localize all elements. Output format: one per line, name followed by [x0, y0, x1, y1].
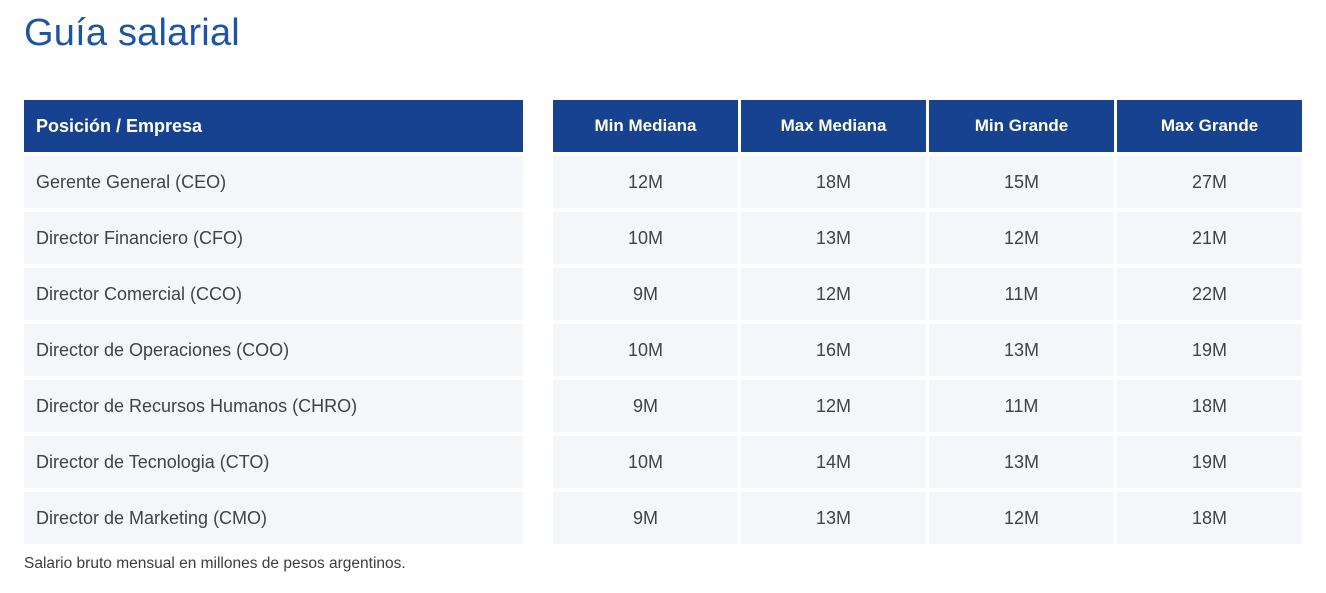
value-cell: 16M	[741, 324, 926, 376]
value-cell: 11M	[929, 380, 1114, 432]
position-label: Gerente General (CEO)	[36, 171, 227, 192]
column-gap	[523, 268, 553, 320]
header-cell-max-mediana: Max Mediana	[741, 100, 926, 152]
position-label: Director Financiero (CFO)	[36, 227, 244, 248]
value-cell: 15M	[929, 156, 1114, 208]
column-gap	[523, 212, 553, 264]
page-title: Guía salarial	[24, 12, 240, 54]
header-cell-min-grande: Min Grande	[929, 100, 1114, 152]
table-body: Gerente General (CEO) 12M 18M 15M 27M Direc…	[24, 156, 1302, 544]
salary-table: Posición / Empresa Min Mediana Max Media…	[24, 100, 1302, 544]
value-cell: 13M	[929, 324, 1114, 376]
table-header-row: Posición / Empresa Min Mediana Max Media…	[24, 100, 1302, 152]
position-label: Director de Marketing (CMO)	[36, 507, 268, 528]
value-cell-group: 9M 12M 11M 18M	[553, 380, 1302, 432]
value-cell: 12M	[929, 212, 1114, 264]
column-gap	[523, 156, 553, 208]
value-cell: 19M	[1117, 324, 1302, 376]
value-cell: 10M	[553, 212, 738, 264]
value-cell: 10M	[553, 436, 738, 488]
column-gap	[523, 492, 553, 544]
table-row: Director de Marketing (CMO) 9M 13M 12M 18M	[24, 492, 1302, 544]
value-cell: 12M	[553, 156, 738, 208]
position-cell: Director de Operaciones (COO)	[24, 324, 523, 376]
value-cell: 12M	[929, 492, 1114, 544]
position-cell: Director Financiero (CFO)	[24, 212, 523, 264]
value-cell: 19M	[1117, 436, 1302, 488]
position-cell: Director de Marketing (CMO)	[24, 492, 523, 544]
value-cell: 18M	[1117, 492, 1302, 544]
table-row: Director de Operaciones (COO) 10M 16M 13M 1…	[24, 324, 1302, 376]
value-cell: 21M	[1117, 212, 1302, 264]
position-cell: Director Comercial (CCO)	[24, 268, 523, 320]
value-cell-group: 9M 13M 12M 18M	[553, 492, 1302, 544]
position-cell: Director de Tecnologia (CTO)	[24, 436, 523, 488]
footnote: Salario bruto mensual en millones de pes…	[24, 555, 406, 572]
value-cell: 11M	[929, 268, 1114, 320]
position-cell: Gerente General (CEO)	[24, 156, 523, 208]
value-cell-group: 12M 18M 15M 27M	[553, 156, 1302, 208]
table-row: Director Comercial (CCO) 9M 12M 11M 22M	[24, 268, 1302, 320]
position-label: Director de Recursos Humanos (CHRO)	[36, 395, 358, 416]
position-cell: Director de Recursos Humanos (CHRO)	[24, 380, 523, 432]
value-cell: 18M	[741, 156, 926, 208]
value-cell: 9M	[553, 268, 738, 320]
position-label: Director de Operaciones (COO)	[36, 339, 290, 360]
value-cell-group: 10M 16M 13M 19M	[553, 324, 1302, 376]
position-label: Director Comercial (CCO)	[36, 283, 243, 304]
value-cell-group: 10M 14M 13M 19M	[553, 436, 1302, 488]
column-gap	[523, 380, 553, 432]
position-label: Director de Tecnologia (CTO)	[36, 451, 270, 472]
value-cell: 9M	[553, 492, 738, 544]
header-cell-min-mediana: Min Mediana	[553, 100, 738, 152]
value-cell-group: 10M 13M 12M 21M	[553, 212, 1302, 264]
value-cell: 14M	[741, 436, 926, 488]
value-cell: 27M	[1117, 156, 1302, 208]
value-header-group: Min Mediana Max Mediana Min Grande Max G…	[553, 100, 1302, 152]
column-gap	[523, 324, 553, 376]
value-cell: 13M	[741, 492, 926, 544]
value-cell-group: 9M 12M 11M 22M	[553, 268, 1302, 320]
value-cell: 13M	[741, 212, 926, 264]
column-gap	[523, 436, 553, 488]
position-header-cell: Posición / Empresa	[24, 100, 523, 152]
table-row: Director Financiero (CFO) 10M 13M 12M 21M	[24, 212, 1302, 264]
value-cell: 13M	[929, 436, 1114, 488]
table-row: Director de Recursos Humanos (CHRO) 9M 12…	[24, 380, 1302, 432]
value-cell: 12M	[741, 380, 926, 432]
value-cell: 9M	[553, 380, 738, 432]
table-row: Gerente General (CEO) 12M 18M 15M 27M	[24, 156, 1302, 208]
value-cell: 18M	[1117, 380, 1302, 432]
value-cell: 10M	[553, 324, 738, 376]
header-cell-max-grande: Max Grande	[1117, 100, 1302, 152]
column-gap	[523, 100, 553, 152]
value-cell: 22M	[1117, 268, 1302, 320]
table-row: Director de Tecnologia (CTO) 10M 14M 13M 19…	[24, 436, 1302, 488]
value-cell: 12M	[741, 268, 926, 320]
